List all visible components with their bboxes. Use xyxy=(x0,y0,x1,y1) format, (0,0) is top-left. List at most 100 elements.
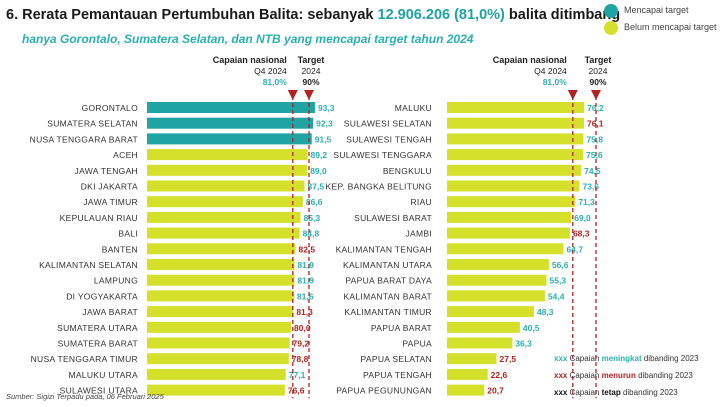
title-suffix: balita ditimbang xyxy=(504,7,621,23)
right-category-label: KALIMANTAN UTARA xyxy=(343,260,432,270)
left-category-label: ACEH xyxy=(113,150,138,160)
left-category-label: KEPULAUAN RIAU xyxy=(60,213,138,223)
right-value-label: 75,6 xyxy=(586,150,603,160)
right-value-label: 40,5 xyxy=(523,323,540,333)
left-category-label: JAWA TENGAH xyxy=(75,166,138,176)
right-bar xyxy=(447,353,497,365)
left-category-label: BALI xyxy=(118,229,138,239)
right-national-label: Capaian nasional xyxy=(493,55,567,65)
right-bar xyxy=(447,290,545,302)
legend-achieved-swatch xyxy=(604,4,618,18)
right-bar xyxy=(447,149,584,161)
right-category-label: SULAWESI SELATAN xyxy=(344,119,432,129)
left-bar xyxy=(147,274,295,286)
left-value-label: 81,9 xyxy=(297,276,314,286)
left-value-label: 80,0 xyxy=(294,323,311,333)
legend-achieved-label: Mencapai target xyxy=(624,5,689,15)
right-category-label: PAPUA BARAT DAYA xyxy=(345,276,432,286)
right-bar xyxy=(447,196,576,208)
left-bar xyxy=(147,196,303,208)
change-legend-part: xxx xyxy=(554,388,570,397)
right-value-label: 71,3 xyxy=(578,197,595,207)
change-legend-item: xxx Capaian meningkat dibanding 2023 xyxy=(554,354,699,363)
change-legend-part: Capaian xyxy=(570,371,602,380)
left-value-label: 84,8 xyxy=(303,229,320,239)
left-bar xyxy=(147,337,290,349)
right-value-label: 27,5 xyxy=(500,354,517,364)
change-legend-item: xxx Capaian tetap dibanding 2023 xyxy=(554,388,678,397)
left-value-label: 91,5 xyxy=(315,134,332,144)
title-highlight: 12.906.206 (81,0%) xyxy=(377,7,505,23)
right-value-label: 69,0 xyxy=(574,213,591,223)
left-value-label: 81,3 xyxy=(296,307,313,317)
right-category-label: KALIMANTAN BARAT xyxy=(343,291,432,301)
change-legend-part: xxx xyxy=(554,371,570,380)
left-value-label: 81,9 xyxy=(297,260,314,270)
legend-not-achieved-swatch xyxy=(604,21,618,35)
left-bar xyxy=(147,102,315,113)
left-target-marker xyxy=(304,90,314,100)
right-bar xyxy=(447,227,570,239)
left-value-label: 78,8 xyxy=(292,354,309,364)
right-category-label: PAPUA SELATAN xyxy=(361,354,432,364)
change-legend-part: dibanding 2023 xyxy=(636,371,693,380)
left-category-label: NUSA TENGGARA TIMUR xyxy=(31,354,138,364)
right-bar xyxy=(447,384,485,396)
left-category-label: MALUKU UTARA xyxy=(68,370,138,380)
right-bar xyxy=(447,337,513,349)
left-bar xyxy=(147,164,308,176)
left-bar xyxy=(147,243,296,255)
left-bar xyxy=(147,384,285,396)
right-bar xyxy=(447,306,534,318)
left-bar xyxy=(147,306,294,318)
right-category-label: MALUKU xyxy=(395,103,432,113)
right-category-label: JAMBI xyxy=(405,229,432,239)
left-bar xyxy=(147,368,286,380)
right-value-label: 20,7 xyxy=(487,386,504,396)
source-note: Sumber: Sigizi Terpadu pada, 06 Februari… xyxy=(6,392,164,401)
right-bar xyxy=(447,133,584,145)
right-value-label: 75,8 xyxy=(586,134,603,144)
right-category-label: PAPUA BARAT xyxy=(371,323,432,333)
right-value-label: 76,2 xyxy=(587,103,604,113)
right-bar xyxy=(447,274,547,286)
right-category-label: RIAU xyxy=(410,197,432,207)
title-prefix: 6. Rerata Pemantauan Pertumbuhan Balita:… xyxy=(6,7,378,23)
left-bar xyxy=(147,259,295,270)
left-category-label: SULAWESI UTARA xyxy=(60,386,138,396)
left-category-label: SUMATERA UTARA xyxy=(57,323,138,333)
right-target-label: Target xyxy=(585,55,612,65)
left-value-label: 89,0 xyxy=(310,166,327,176)
page-title: 6. Rerata Pemantauan Pertumbuhan Balita:… xyxy=(6,7,620,23)
left-bar xyxy=(147,180,305,192)
change-legend-part: menurun xyxy=(602,371,636,380)
left-bar xyxy=(147,149,308,161)
left-target-label: Target xyxy=(298,55,325,65)
left-value-label: 92,3 xyxy=(316,119,333,129)
right-category-label: KEP. BANGKA BELITUNG xyxy=(326,182,432,192)
right-value-label: 48,3 xyxy=(537,307,554,317)
right-national-period: Q4 2024 xyxy=(534,66,567,76)
left-bar xyxy=(147,290,294,302)
right-bar xyxy=(447,117,584,129)
change-legend-part: dibanding 2023 xyxy=(642,354,699,363)
left-category-label: GORONTALO xyxy=(82,103,138,113)
left-value-label: 81,6 xyxy=(297,291,314,301)
left-category-label: JAWA BARAT xyxy=(82,307,138,317)
right-value-label: 56,6 xyxy=(552,260,569,270)
change-legend-part: meningkat xyxy=(602,354,642,363)
page-subtitle: hanya Gorontalo, Sumatera Selatan, dan N… xyxy=(22,32,474,46)
right-category-label: PAPUA PEGUNUNGAN xyxy=(336,386,432,396)
left-category-label: NUSA TENGGARA BARAT xyxy=(30,134,138,144)
change-legend-part: tetap xyxy=(602,388,621,397)
left-bar xyxy=(147,211,301,223)
left-national-period: Q4 2024 xyxy=(254,66,287,76)
right-value-label: 76,1 xyxy=(587,119,604,129)
left-target-value: 90% xyxy=(302,77,319,87)
left-national-label: Capaian nasional xyxy=(213,55,287,65)
right-bar xyxy=(447,259,549,270)
left-bar xyxy=(147,353,289,365)
left-bar xyxy=(147,227,300,239)
right-value-label: 68,3 xyxy=(573,229,590,239)
